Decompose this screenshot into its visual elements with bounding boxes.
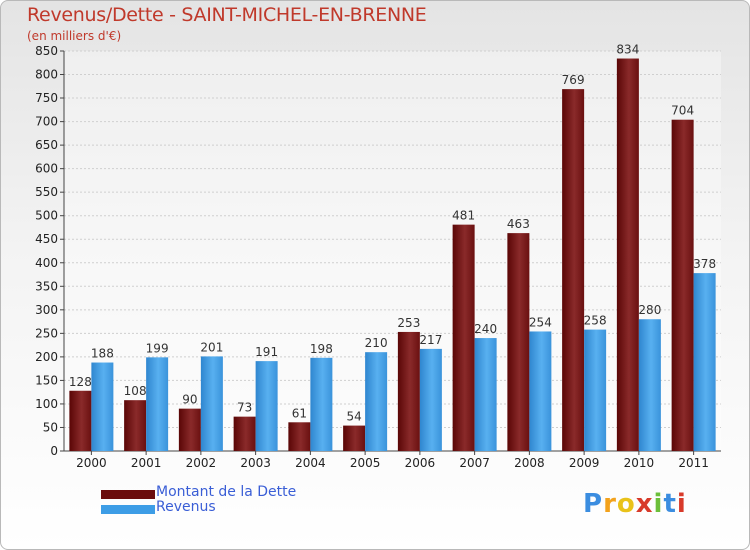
- bar-dette: [507, 233, 530, 451]
- x-tick-label: 2006: [405, 456, 436, 470]
- unit-note: (en milliers d'€): [27, 29, 122, 43]
- bar-dette: [343, 425, 366, 451]
- data-label-revenus: 254: [529, 315, 552, 329]
- x-tick-label: 2009: [569, 456, 600, 470]
- bar-revenus: [146, 357, 169, 451]
- y-tick-label: 100: [35, 397, 58, 411]
- x-tick-label: 2003: [240, 456, 271, 470]
- x-tick-label: 2005: [350, 456, 381, 470]
- y-tick-label: 50: [43, 420, 58, 434]
- proxiti-logo: Proxiti: [583, 489, 687, 519]
- bar-revenus: [365, 352, 388, 451]
- data-label-dette: 704: [671, 104, 694, 118]
- bar-dette: [124, 400, 147, 451]
- plot-area: [64, 51, 721, 451]
- y-tick-label: 250: [35, 326, 58, 340]
- data-label-dette: 481: [452, 209, 475, 223]
- data-label-dette: 834: [616, 43, 639, 57]
- data-label-dette: 108: [124, 384, 147, 398]
- data-label-revenus: 188: [91, 347, 114, 361]
- y-tick-label: 0: [50, 444, 58, 458]
- data-label-dette: 128: [69, 375, 92, 389]
- bar-revenus: [91, 362, 114, 451]
- data-label-revenus: 198: [310, 342, 333, 356]
- bar-dette: [671, 119, 694, 452]
- data-label-dette: 769: [562, 73, 585, 87]
- y-tick-label: 350: [35, 279, 58, 293]
- bar-dette: [616, 58, 639, 451]
- data-label-revenus: 240: [474, 322, 497, 336]
- data-label-dette: 90: [182, 393, 197, 407]
- y-tick-label: 150: [35, 373, 58, 387]
- legend-label-dette: Montant de la Dette: [156, 484, 297, 500]
- legend-swatch-revenus: [101, 505, 155, 514]
- y-tick-label: 850: [35, 44, 58, 58]
- y-tick-label: 700: [35, 115, 58, 129]
- bar-revenus: [310, 357, 333, 451]
- y-tick-label: 200: [35, 350, 58, 364]
- bar-dette: [452, 224, 475, 451]
- data-label-dette: 463: [507, 217, 530, 231]
- bar-dette: [288, 422, 311, 451]
- bar-revenus: [419, 348, 442, 451]
- data-label-revenus: 258: [584, 314, 607, 328]
- y-tick-label: 400: [35, 256, 58, 270]
- data-label-dette: 54: [346, 410, 361, 424]
- x-tick-label: 2001: [131, 456, 162, 470]
- bar-dette: [69, 390, 92, 451]
- x-tick-label: 2000: [76, 456, 107, 470]
- bar-revenus: [693, 273, 716, 451]
- y-tick-label: 550: [35, 185, 58, 199]
- x-tick-label: 2004: [295, 456, 326, 470]
- chart-title: Revenus/Dette - SAINT-MICHEL-EN-BRENNE: [27, 4, 427, 26]
- data-label-dette: 73: [237, 401, 252, 415]
- data-label-dette: 61: [292, 406, 307, 420]
- y-tick-label: 800: [35, 68, 58, 82]
- bar-revenus: [200, 356, 223, 451]
- x-tick-label: 2010: [624, 456, 655, 470]
- y-tick-label: 500: [35, 209, 58, 223]
- y-tick-label: 600: [35, 162, 58, 176]
- bar-dette: [397, 331, 420, 451]
- data-label-revenus: 280: [638, 303, 661, 317]
- x-tick-label: 2007: [459, 456, 490, 470]
- y-tick-label: 450: [35, 232, 58, 246]
- bar-revenus: [529, 331, 552, 451]
- legend-swatch-dette: [101, 490, 155, 499]
- bar-revenus: [474, 338, 497, 451]
- bar-revenus: [638, 319, 661, 451]
- x-tick-label: 2002: [186, 456, 217, 470]
- x-tick-label: 2008: [514, 456, 545, 470]
- data-label-revenus: 210: [365, 336, 388, 350]
- data-label-revenus: 217: [419, 333, 442, 347]
- bar-revenus: [584, 329, 607, 451]
- y-tick-label: 650: [35, 138, 58, 152]
- y-tick-label: 300: [35, 303, 58, 317]
- legend-label-revenus: Revenus: [156, 499, 216, 515]
- data-label-revenus: 201: [200, 340, 223, 354]
- x-tick-label: 2011: [678, 456, 709, 470]
- data-label-dette: 253: [397, 316, 420, 330]
- bar-dette: [233, 416, 256, 451]
- bar-dette: [562, 89, 585, 451]
- data-label-revenus: 191: [255, 345, 278, 359]
- bar-dette: [178, 408, 201, 451]
- data-label-revenus: 199: [146, 341, 169, 355]
- data-label-revenus: 378: [693, 257, 716, 271]
- bar-revenus: [255, 361, 278, 451]
- y-tick-label: 750: [35, 91, 58, 105]
